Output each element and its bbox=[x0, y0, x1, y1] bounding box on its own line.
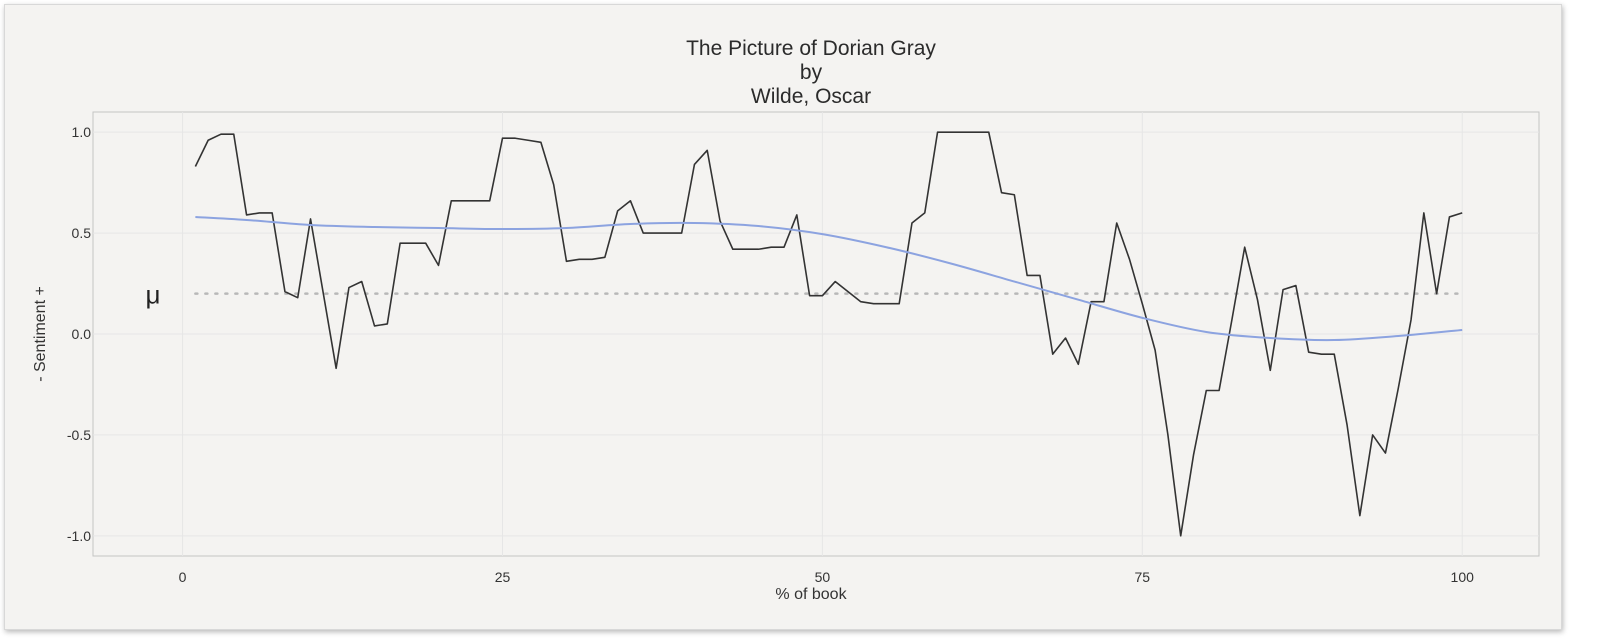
chart-frame: The Picture of Dorian Gray by Wilde, Osc… bbox=[4, 4, 1562, 630]
x-tick-label: 50 bbox=[815, 569, 831, 585]
y-tick-label: 0.0 bbox=[72, 326, 92, 342]
x-tick-label: 100 bbox=[1451, 569, 1475, 585]
smoothed-sentiment-line bbox=[195, 215, 1463, 342]
mean-group: μ bbox=[146, 280, 1464, 310]
x-tick-label: 75 bbox=[1135, 569, 1151, 585]
x-axis: 0 25 50 75 100 bbox=[179, 569, 1474, 585]
raw-sentiment-line bbox=[194, 131, 1463, 537]
title-line: by bbox=[800, 61, 823, 84]
chart-title: The Picture of Dorian Gray by Wilde, Osc… bbox=[686, 37, 936, 108]
y-tick-label: 1.0 bbox=[72, 124, 92, 140]
mean-label: μ bbox=[146, 280, 161, 310]
y-axis: -1.0 -0.5 0.0 0.5 1.0 bbox=[67, 124, 91, 544]
x-tick-label: 0 bbox=[179, 569, 187, 585]
title-line: Wilde, Oscar bbox=[751, 85, 871, 108]
title-line: The Picture of Dorian Gray bbox=[686, 37, 936, 60]
y-tick-label: 0.5 bbox=[72, 225, 92, 241]
x-axis-title: % of book bbox=[775, 586, 847, 603]
y-tick-label: -1.0 bbox=[67, 528, 91, 544]
series-group bbox=[194, 131, 1463, 537]
y-tick-label: -0.5 bbox=[67, 427, 91, 443]
x-tick-label: 25 bbox=[495, 569, 511, 585]
grid bbox=[93, 112, 1539, 556]
y-axis-title: - Sentiment + bbox=[32, 286, 49, 382]
sentiment-chart: The Picture of Dorian Gray by Wilde, Osc… bbox=[32, 37, 1540, 603]
